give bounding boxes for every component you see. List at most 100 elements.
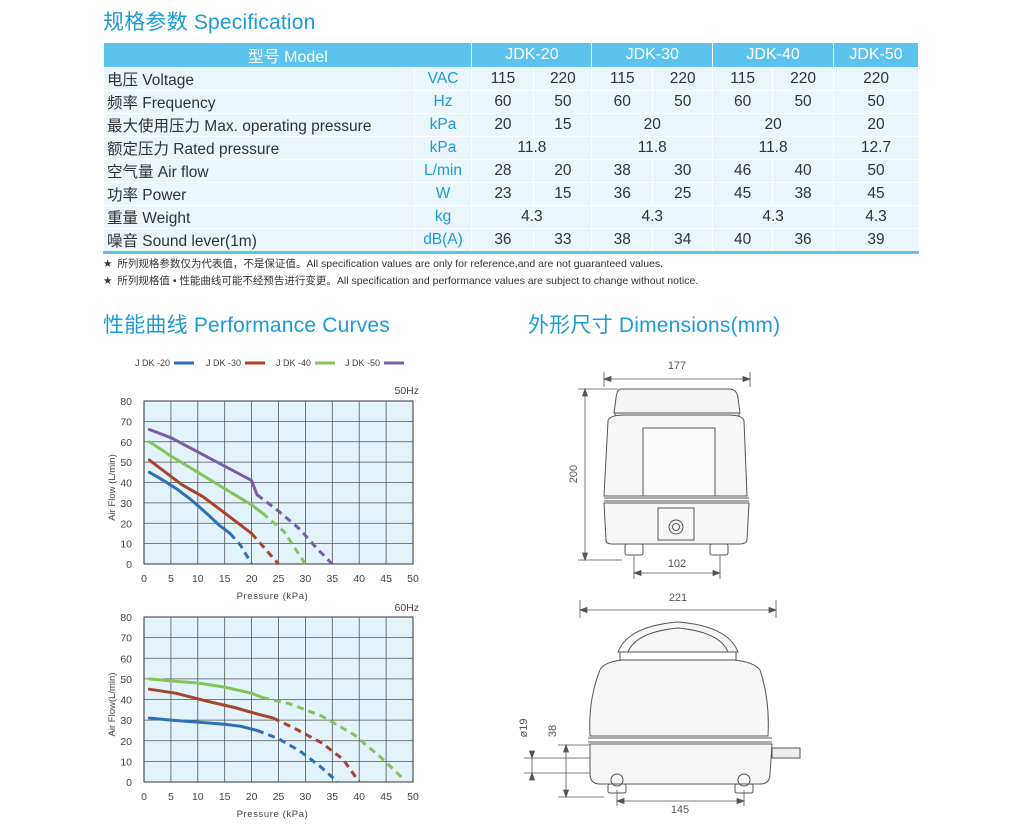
spec-cell: 38 <box>591 228 654 254</box>
x-tick-label: 35 <box>326 573 338 585</box>
spec-cell: 50 <box>833 90 919 114</box>
y-tick-label: 0 <box>126 559 132 571</box>
spec-title: 规格参数 Specification <box>103 11 316 34</box>
spec-cell: 12.7 <box>833 136 919 160</box>
spec-cell: 38 <box>772 182 835 206</box>
spec-row: 功率 Power W 23 15 36 25 45 38 45 <box>103 182 919 206</box>
chart-50hz: 0 5 10 15 20 25 30 35 40 45 50 0 10 20 30 40 50 60 70 80 50H… <box>107 385 419 602</box>
spec-cell: 45 <box>712 182 774 206</box>
spec-row: 重量 Weight kg 4.3 4.3 4.3 4.3 <box>103 205 919 229</box>
spec-row-unit: VAC <box>413 67 473 91</box>
series-dashed-jdk-20 <box>256 729 339 784</box>
spec-cell: 25 <box>652 182 714 206</box>
spec-cell: 60 <box>471 90 535 114</box>
series-line-jdk-30 <box>147 687 275 720</box>
y-tick-label: 40 <box>120 478 132 490</box>
series-line-jdk-30 <box>147 458 254 535</box>
spec-cell: 46 <box>712 159 774 183</box>
spec-cell: 40 <box>712 228 774 254</box>
spec-row: 电压 Voltage VAC 115 220 115 220 115 220 220 <box>103 67 919 91</box>
spec-row-unit: W <box>413 182 473 206</box>
spec-cell: 20 <box>712 113 835 137</box>
y-tick-label: 70 <box>120 416 132 428</box>
note-1: ★ 所列规格参数仅为代表值，不是保证值。All specification val… <box>103 258 664 270</box>
series-line-jdk-40 <box>147 677 264 699</box>
spec-cell: 60 <box>712 90 774 114</box>
y-axis-label: Air Flow (L/min) <box>107 454 118 521</box>
y-tick-label: 0 <box>126 777 132 789</box>
spec-cell: 4.3 <box>833 205 919 229</box>
spec-row-label: 频率 Frequency <box>103 90 415 114</box>
x-tick-label: 20 <box>246 791 258 803</box>
spec-row-unit: dB(A) <box>413 228 473 254</box>
spec-cell: 34 <box>652 228 714 254</box>
x-tick-label: 40 <box>353 791 365 803</box>
dimension-drawings: 177 200 102 221 38 ø19 145 <box>518 360 801 816</box>
spec-row: 额定压力 Rated pressure kPa 11.8 11.8 11.8 12.7 <box>103 136 919 160</box>
x-tick-label: 15 <box>219 573 231 585</box>
spec-row-unit: kg <box>413 205 473 229</box>
front-view-dimension-lines <box>578 372 752 579</box>
y-tick-label: 60 <box>120 437 132 449</box>
spec-cell: 33 <box>533 228 593 254</box>
y-tick-label: 50 <box>120 674 132 686</box>
model-header-jdk-50: JDK-50 <box>833 42 919 68</box>
series-dashed-jdk-50 <box>256 493 334 566</box>
y-tick-label: 10 <box>120 756 132 768</box>
x-tick-label: 50 <box>407 791 419 803</box>
spec-cell: 11.8 <box>591 136 714 160</box>
x-axis-label: Pressure (kPa) <box>237 591 309 602</box>
legend-label-jdk-20: J DK -20 <box>135 358 170 368</box>
x-tick-label: 30 <box>300 791 312 803</box>
spec-row-label: 功率 Power <box>103 182 415 206</box>
y-axis-label: Air Flow(L/min) <box>107 673 118 737</box>
front-height-label: 200 <box>568 465 580 483</box>
spec-cell: 20 <box>833 113 919 137</box>
spec-cell: 60 <box>591 90 654 114</box>
side-port-label: ø19 <box>518 719 530 738</box>
chart-frequency-label: 50Hz <box>394 385 419 397</box>
model-header: 型号 Model <box>102 42 473 68</box>
performance-curves: J DK -20 J DK -30 J DK -40 J DK -50 0 5 10 15 20… <box>107 358 419 820</box>
x-axis-label: Pressure (kPa) <box>237 809 309 820</box>
spec-cell: 36 <box>591 182 654 206</box>
side-view-dimension-lines <box>524 600 778 806</box>
spec-cell: 11.8 <box>471 136 593 160</box>
note-2: ★ 所列规格值 • 性能曲线可能不经预告进行变更。All specificatio… <box>103 275 699 287</box>
spec-cell: 15 <box>533 113 593 137</box>
x-tick-label: 45 <box>380 791 392 803</box>
dimensions-title: 外形尺寸 Dimensions(mm) <box>528 314 781 337</box>
x-tick-label: 25 <box>273 573 285 585</box>
x-tick-label: 10 <box>192 573 204 585</box>
spec-cell: 4.3 <box>712 205 835 229</box>
legend-label-jdk-30: J DK -30 <box>206 358 241 368</box>
spec-cell: 23 <box>471 182 535 206</box>
spec-cell: 220 <box>833 67 919 91</box>
series-dashed-jdk-40 <box>261 511 307 565</box>
x-tick-label: 10 <box>192 791 204 803</box>
x-tick-label: 0 <box>141 791 147 803</box>
note-2-marker: ★ <box>103 275 113 287</box>
spec-cell: 11.8 <box>712 136 835 160</box>
x-tick-label: 45 <box>380 573 392 585</box>
y-tick-label: 80 <box>120 612 132 624</box>
model-header-jdk-30: JDK-30 <box>591 42 714 68</box>
spec-row: 频率 Frequency Hz 60 50 60 50 60 50 50 <box>103 90 919 114</box>
spec-cell: 36 <box>772 228 835 254</box>
y-tick-label: 30 <box>120 715 132 727</box>
x-tick-label: 50 <box>407 573 419 585</box>
spec-cell: 38 <box>591 159 654 183</box>
spec-cell: 15 <box>533 182 593 206</box>
x-tick-label: 5 <box>168 573 174 585</box>
side-width-label: 221 <box>669 592 687 604</box>
series-line-jdk-50 <box>147 428 259 497</box>
spec-cell: 4.3 <box>591 205 714 229</box>
spec-row-label: 空气量 Air flow <box>103 159 415 183</box>
series-line-jdk-20 <box>147 716 259 732</box>
spec-row-unit: kPa <box>413 136 473 160</box>
x-tick-label: 20 <box>246 573 258 585</box>
note-1-marker: ★ <box>103 258 113 270</box>
spec-table: 型号 Model JDK-20 JDK-30 JDK-40 JDK-50 电压 Volta… <box>102 42 919 254</box>
spec-row-label: 额定压力 Rated pressure <box>103 136 415 160</box>
spec-cell: 20 <box>471 113 535 137</box>
